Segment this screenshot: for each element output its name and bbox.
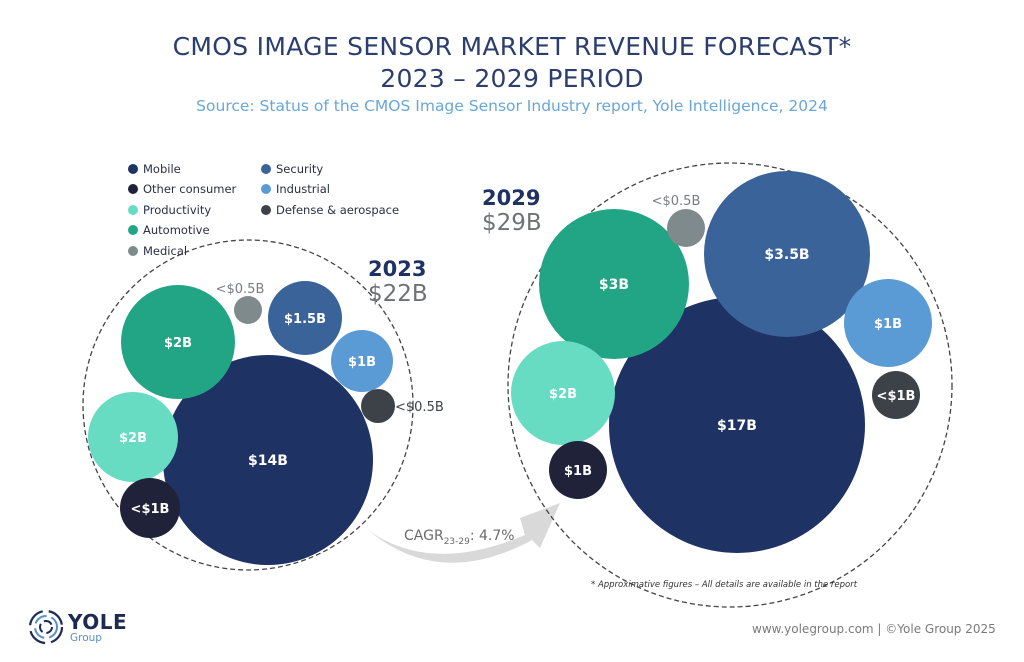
yole-logo[interactable]: YOLE Group xyxy=(28,608,138,648)
legend-marker xyxy=(261,184,271,194)
bubble-2023-industrial xyxy=(331,330,393,392)
logo-text: YOLE xyxy=(68,610,128,634)
bubble-2029-security xyxy=(704,171,870,337)
year-label-2023: 2023 xyxy=(368,257,427,281)
bubble-label-2029-security: $3.5B xyxy=(764,247,809,263)
legend-item-other-consumer: Other consumer xyxy=(128,182,236,196)
legend-item-defense-aerospace: Defense & aerospace xyxy=(261,203,399,217)
legend-label: Other consumer xyxy=(143,182,237,196)
bubble-2023-medical xyxy=(234,296,262,324)
legend-marker xyxy=(128,205,138,215)
bubble-2029-automotive xyxy=(539,209,689,359)
bubble-2023-automotive xyxy=(121,285,235,399)
bubble-2029-industrial xyxy=(844,279,932,367)
legend-item-industrial: Industrial xyxy=(261,182,330,196)
bubble-label-2023-automotive: $2B xyxy=(164,336,192,351)
legend-item-automotive: Automotive xyxy=(128,223,210,237)
legend-marker xyxy=(128,225,138,235)
cagr-annotation: CAGR23-29: 4.7% xyxy=(404,528,515,547)
bubble-label-2023-mobile: $14B xyxy=(248,453,288,469)
legend-marker xyxy=(128,246,138,256)
bubble-2029-medical xyxy=(667,209,705,247)
bubble-label-2029-productivity: $2B xyxy=(549,387,577,402)
bubble-label-2023-other-consumer: <$1B xyxy=(131,502,170,517)
bubble-label-2029-industrial: $1B xyxy=(874,317,902,332)
bubble-label-2023-defense-aerospace: <$0.5B xyxy=(395,400,444,415)
cagr-arrow xyxy=(368,503,560,563)
cagr-prefix: CAGR xyxy=(404,528,444,544)
bubble-label-2023-security: $1.5B xyxy=(284,312,326,327)
bubble-label-2023-medical: <$0.5B xyxy=(216,282,265,297)
legend-label: Mobile xyxy=(143,162,181,176)
bubble-label-2029-medical: <$0.5B xyxy=(652,194,701,209)
bubble-label-2029-mobile: $17B xyxy=(717,418,757,434)
bubble-2023-security xyxy=(268,281,342,355)
legend-item-security: Security xyxy=(261,162,323,176)
copyright: www.yolegroup.com | ©Yole Group 2025 xyxy=(752,622,996,636)
bubble-2023-defense-aerospace xyxy=(361,389,395,423)
chart-title-line2: 2023 – 2029 PERIOD xyxy=(380,64,644,93)
year-label-2029: 2029 xyxy=(482,186,541,210)
bubble-label-2023-productivity: $2B xyxy=(119,431,147,446)
bubble-label-2029-automotive: $3B xyxy=(599,277,629,293)
logo-subtext: Group xyxy=(70,632,102,644)
total-value-2023: $22B xyxy=(368,281,428,307)
outer-boundary-2023 xyxy=(82,239,414,571)
bubble-2029-other-consumer xyxy=(549,441,607,499)
bubble-label-2029-other-consumer: $1B xyxy=(564,464,592,479)
bubble-label-2029-defense-aerospace: <$1B xyxy=(877,389,916,404)
bubble-2023-other-consumer xyxy=(120,478,180,538)
footnote: * Approximative figures – All details ar… xyxy=(591,580,858,590)
bubble-2029-defense-aerospace xyxy=(872,371,920,419)
chart-subtitle: Source: Status of the CMOS Image Sensor … xyxy=(196,97,828,115)
outer-boundary-2029 xyxy=(507,162,953,608)
legend-label: Medical xyxy=(143,244,188,258)
bubble-2029-mobile xyxy=(609,297,865,553)
bubble-2029-productivity xyxy=(511,341,615,445)
legend-label: Industrial xyxy=(276,182,330,196)
legend-item-productivity: Productivity xyxy=(128,203,211,217)
legend-marker xyxy=(128,184,138,194)
legend-label: Defense & aerospace xyxy=(276,203,400,217)
legend-label: Security xyxy=(276,162,324,176)
legend-label: Automotive xyxy=(143,223,210,237)
cagr-value: : 4.7% xyxy=(469,528,515,544)
bubble-2023-productivity xyxy=(88,392,178,482)
legend-item-medical: Medical xyxy=(128,244,187,258)
bubble-2023-mobile xyxy=(163,355,373,565)
yole-logo-icon xyxy=(28,609,64,645)
legend-marker xyxy=(261,164,271,174)
legend-item-mobile: Mobile xyxy=(128,162,181,176)
legend-marker xyxy=(261,205,271,215)
chart-title-line1: CMOS IMAGE SENSOR MARKET REVENUE FORECAS… xyxy=(172,32,852,61)
legend-marker xyxy=(128,164,138,174)
legend-label: Productivity xyxy=(143,203,212,217)
bubble-label-2023-industrial: $1B xyxy=(348,355,376,370)
total-value-2029: $29B xyxy=(482,210,542,236)
cagr-period: 23-29 xyxy=(443,536,470,547)
